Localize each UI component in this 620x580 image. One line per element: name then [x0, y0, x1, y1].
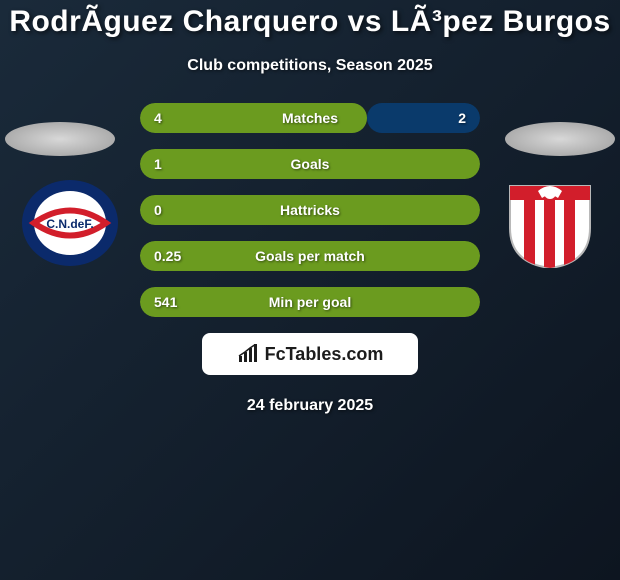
- stat-value-b: 2: [458, 110, 466, 126]
- stat-label: Min per goal: [140, 294, 480, 310]
- player-a-photo-placeholder: [5, 122, 115, 156]
- subtitle: Club competitions, Season 2025: [0, 57, 620, 75]
- club-crest-b: [500, 178, 600, 268]
- date-label: 24 february 2025: [0, 397, 620, 415]
- page-title: RodrÃ­guez Charquero vs LÃ³pez Burgos: [0, 5, 620, 39]
- svg-text:C.N.deF.: C.N.deF.: [46, 217, 93, 231]
- stat-label: Goals: [140, 156, 480, 172]
- stat-row: 1Goals: [140, 149, 480, 179]
- comparison-card: RodrÃ­guez Charquero vs LÃ³pez Burgos Cl…: [0, 0, 620, 580]
- stats-table: 4Matches2 1Goals 0Hattricks 0.25Goals per m…: [140, 103, 480, 317]
- club-crest-a: C.N.deF.: [20, 178, 120, 268]
- stat-row: 4Matches2: [140, 103, 480, 133]
- source-logo: FcTables.com: [202, 333, 418, 375]
- stat-label: Matches: [140, 110, 480, 126]
- source-logo-text: FcTables.com: [265, 344, 384, 365]
- stat-row: 0Hattricks: [140, 195, 480, 225]
- stat-row: 541Min per goal: [140, 287, 480, 317]
- stat-row: 0.25Goals per match: [140, 241, 480, 271]
- bar-chart-icon: [237, 344, 261, 364]
- stat-label: Goals per match: [140, 248, 480, 264]
- stat-label: Hattricks: [140, 202, 480, 218]
- player-b-photo-placeholder: [505, 122, 615, 156]
